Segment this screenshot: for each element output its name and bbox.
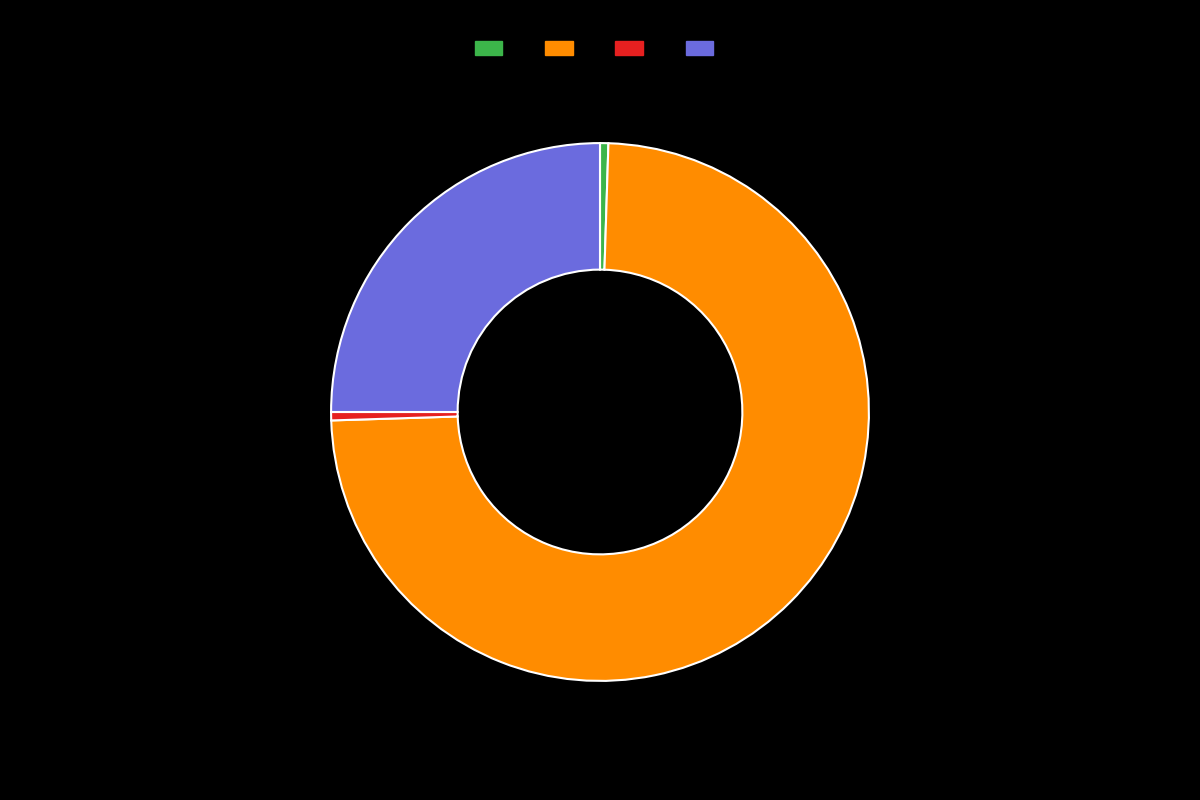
Wedge shape [331,412,457,421]
Wedge shape [331,143,869,681]
Wedge shape [331,143,600,412]
Legend: , , , : , , , [470,37,730,61]
Wedge shape [600,143,608,270]
